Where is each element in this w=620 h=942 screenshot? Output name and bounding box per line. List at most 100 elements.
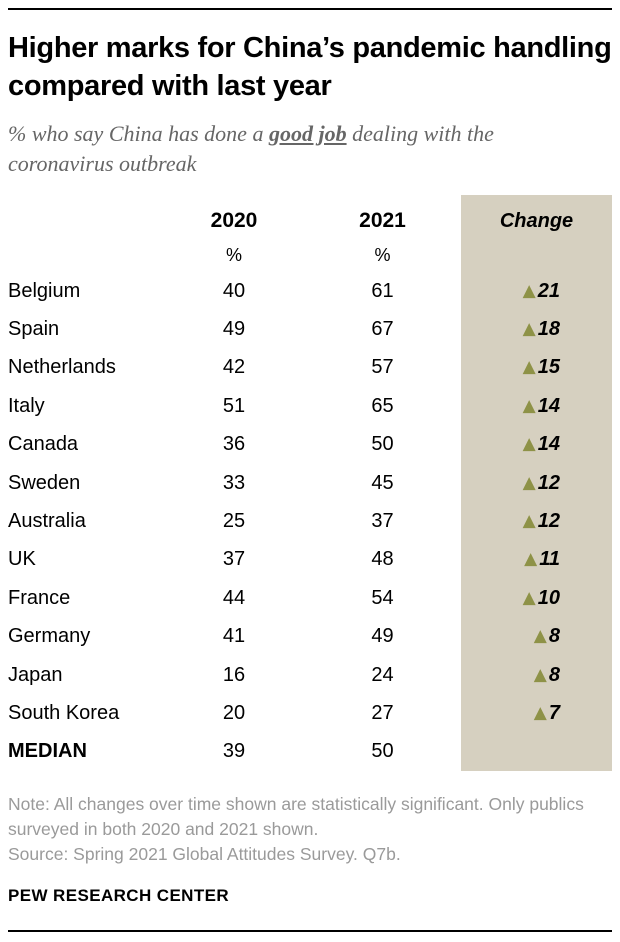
- change-cell: ▲ 7: [461, 694, 612, 733]
- value-2021: 48: [371, 548, 394, 571]
- value-2021: 50: [371, 740, 394, 763]
- value-2020: 49: [222, 318, 246, 341]
- subtitle-suffix: dealing with the coronavirus outbreak: [8, 121, 494, 176]
- unit-2020: %: [225, 245, 242, 265]
- header-country-spacer: [8, 233, 164, 239]
- change-number: 10: [537, 586, 560, 609]
- value-2020: 36: [222, 433, 246, 456]
- chart-source: Source: Spring 2021 Global Attitudes Sur…: [8, 844, 401, 865]
- change-number: 11: [539, 548, 560, 571]
- change-number: 7: [548, 701, 560, 724]
- header-2021: 2021: [359, 209, 406, 232]
- chart-subtitle: % who say China has done a good job deal…: [8, 119, 553, 179]
- table-body: Belgium 40 61 ▲ 21 Spain 49 67 ▲ 18 Nether…: [8, 272, 612, 772]
- change-cell: ▲ 11: [461, 540, 612, 580]
- value-2021: 67: [371, 318, 394, 341]
- increase-triangle-icon: ▲: [522, 511, 536, 532]
- bottom-rule: [8, 930, 612, 933]
- value-2020: 20: [222, 701, 246, 724]
- change-number: 12: [537, 471, 560, 494]
- value-2021: 49: [371, 625, 394, 648]
- increase-triangle-icon: ▲: [522, 472, 536, 493]
- change-number: 15: [537, 356, 560, 379]
- change-cell: [461, 732, 612, 772]
- value-2021: 61: [371, 279, 394, 302]
- table-header-row: 2020 2021 Change: [8, 195, 612, 239]
- value-2020: 16: [222, 663, 246, 686]
- top-rule: [8, 8, 612, 10]
- header-change-cell: Change: [461, 195, 612, 239]
- value-2020: 37: [222, 548, 246, 571]
- value-2020: 25: [222, 510, 246, 533]
- table-row: Italy 51 65 ▲ 14: [8, 387, 612, 426]
- increase-triangle-icon: ▲: [522, 357, 536, 378]
- change-cell: ▲ 12: [461, 502, 612, 541]
- change-number: 8: [548, 625, 560, 648]
- subtitle-emphasis: good job: [268, 121, 347, 146]
- increase-triangle-icon: ▲: [522, 280, 536, 301]
- table-row: Canada 36 50 ▲ 14: [8, 425, 612, 464]
- country-label: France: [8, 586, 71, 609]
- change-number: 18: [537, 318, 560, 341]
- unit-2021: %: [374, 245, 391, 265]
- change-cell: ▲ 14: [461, 387, 612, 426]
- value-2020: 40: [222, 279, 246, 302]
- change-number: 14: [537, 433, 560, 456]
- country-label: Spain: [8, 318, 60, 341]
- value-2020: 44: [222, 586, 246, 609]
- value-2020: 41: [222, 625, 246, 648]
- country-label: Australia: [8, 510, 86, 533]
- country-label: Sweden: [8, 471, 81, 494]
- country-label: Canada: [8, 433, 79, 456]
- page-title: Higher marks for China’s pandemic handli…: [8, 32, 612, 102]
- increase-triangle-icon: ▲: [522, 587, 536, 608]
- data-table: 2020 2021 Change % % Belgium 40 61 ▲ 21 S…: [8, 195, 612, 772]
- value-2020: 39: [222, 740, 246, 763]
- table-unit-row: % %: [8, 239, 612, 272]
- table-row: MEDIAN 39 50: [8, 732, 612, 772]
- change-cell: ▲ 15: [461, 348, 612, 388]
- chart-note: Note: All changes over time shown are st…: [8, 794, 584, 840]
- increase-triangle-icon: ▲: [522, 319, 536, 340]
- table-row: Japan 16 24 ▲ 8: [8, 655, 612, 695]
- table-row: Germany 41 49 ▲ 8: [8, 617, 612, 656]
- unit-change-cell: [461, 239, 612, 272]
- table-row: Australia 25 37 ▲ 12: [8, 502, 612, 541]
- table-row: Spain 49 67 ▲ 18: [8, 310, 612, 349]
- change-cell: ▲ 8: [461, 617, 612, 656]
- increase-triangle-icon: ▲: [533, 702, 547, 723]
- table-row: Belgium 40 61 ▲ 21: [8, 272, 612, 311]
- header-change: Change: [499, 210, 574, 232]
- table-row: South Korea 20 27 ▲ 7: [8, 694, 612, 733]
- change-number: 8: [548, 663, 560, 686]
- table-row: Netherlands 42 57 ▲ 15: [8, 348, 612, 388]
- value-2020: 33: [222, 471, 246, 494]
- value-2021: 45: [371, 471, 394, 494]
- change-cell: ▲ 12: [461, 463, 612, 503]
- increase-triangle-icon: ▲: [524, 549, 538, 570]
- change-cell: ▲ 18: [461, 310, 612, 349]
- increase-triangle-icon: ▲: [522, 395, 536, 416]
- table-row: UK 37 48 ▲ 11: [8, 540, 612, 580]
- country-label: Japan: [8, 663, 63, 686]
- brand-label: PEW RESEARCH CENTER: [8, 886, 230, 906]
- value-2020: 42: [222, 356, 246, 379]
- header-2020: 2020: [210, 209, 258, 232]
- country-label: Germany: [8, 625, 91, 648]
- value-2021: 24: [371, 663, 394, 686]
- country-label: Netherlands: [8, 356, 116, 379]
- country-label: MEDIAN: [8, 740, 87, 763]
- country-label: South Korea: [8, 701, 120, 724]
- value-2021: 65: [371, 394, 394, 417]
- increase-triangle-icon: ▲: [533, 664, 547, 685]
- value-2021: 27: [371, 701, 394, 724]
- change-cell: ▲ 14: [461, 425, 612, 464]
- subtitle-prefix: % who say China has done a: [8, 121, 269, 146]
- value-2021: 54: [371, 586, 394, 609]
- change-number: 21: [537, 279, 560, 302]
- country-label: UK: [8, 548, 36, 571]
- change-number: 12: [537, 510, 560, 533]
- value-2021: 37: [371, 510, 394, 533]
- change-cell: ▲ 8: [461, 655, 612, 695]
